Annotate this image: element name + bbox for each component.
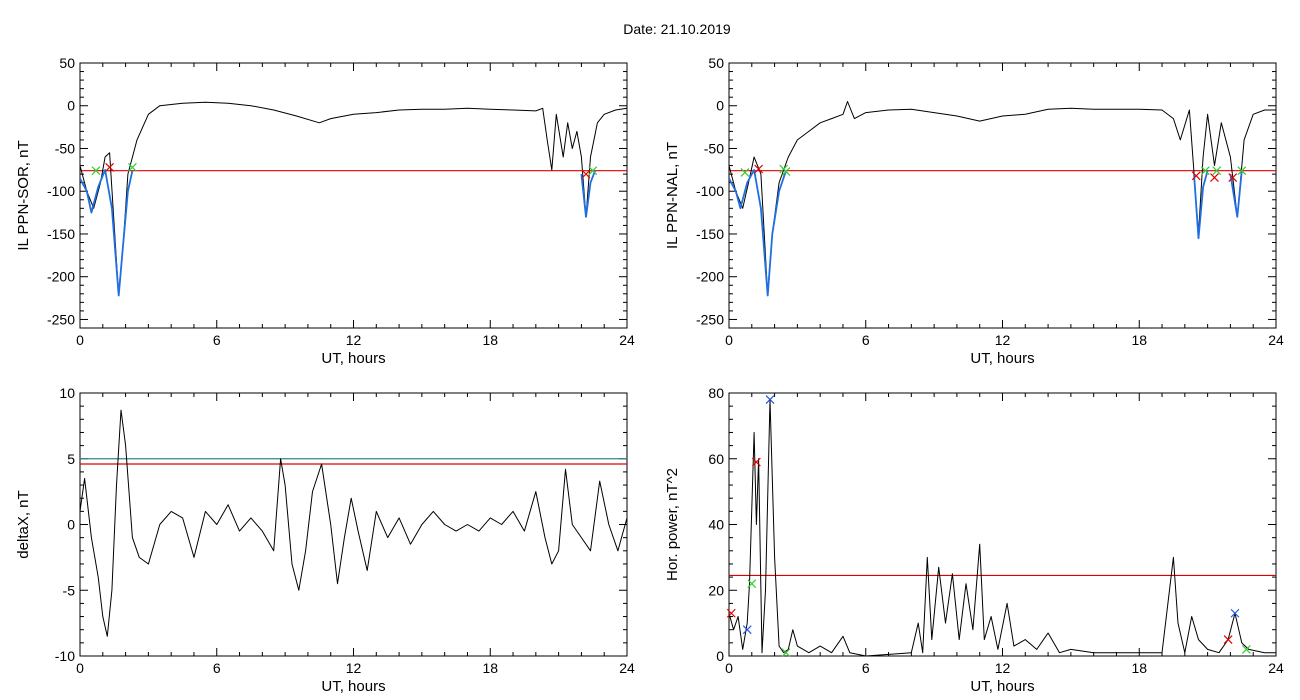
series-line-blue-1 [80, 169, 134, 297]
marker-red [105, 162, 115, 172]
series-line-black-0 [80, 409, 627, 637]
y-tick-label: -200 [696, 269, 724, 285]
plot-frame [728, 392, 1277, 657]
x-tick-label: 0 [725, 660, 733, 676]
x-tick-label: 24 [1268, 660, 1284, 676]
marker-green [1200, 166, 1210, 176]
y-tick-label: -250 [47, 311, 75, 327]
marker-blue [1230, 608, 1240, 618]
marker-red [751, 457, 761, 467]
marker-green [781, 648, 791, 658]
marker-green [747, 579, 757, 589]
y-tick-label: -5 [63, 582, 76, 598]
marker-green [740, 167, 750, 177]
y-tick-label: 80 [708, 385, 724, 401]
y-tick-label: -50 [55, 140, 75, 156]
x-tick-label: 12 [995, 332, 1011, 348]
x-tick-label: 24 [619, 660, 635, 676]
plot-area [80, 409, 627, 637]
series-line-blue-3 [1229, 170, 1243, 218]
y-axis-label: Hor. power, nT^2 [664, 468, 681, 581]
x-tick-label: 18 [482, 660, 498, 676]
x-tick-label: 12 [995, 660, 1011, 676]
x-tick-label: 18 [482, 332, 498, 348]
marker-red [1223, 635, 1233, 644]
marker-blue [765, 395, 775, 404]
series-line-blue-1 [729, 169, 787, 297]
y-tick-label: 0 [716, 98, 724, 114]
panel-deltax: 0 6 12 18 24 -10 -5 0 5 10 UT, hours deltaX, nT [15, 385, 635, 695]
y-tick-label: 40 [708, 517, 724, 533]
x-tick-label: 24 [619, 332, 635, 348]
series-line-black-0 [729, 101, 1276, 296]
series-line-blue-2 [1193, 170, 1209, 240]
x-tick-label: 0 [725, 332, 733, 348]
y-tick-label: 50 [59, 55, 75, 71]
x-axis-label: UT, hours [321, 350, 385, 367]
y-tick-label: 0 [67, 517, 75, 533]
series-line-black-0 [80, 101, 627, 296]
plot-area [729, 101, 1276, 297]
marker-green [1212, 166, 1222, 176]
panel-nal: 0 6 12 18 24 -250 -200 -150 -100 -50 0 50 UT, hours I… [664, 55, 1284, 367]
marker-green [781, 167, 791, 176]
marker-red [754, 164, 764, 174]
y-tick-label: -250 [696, 311, 724, 327]
marker-green [1241, 645, 1251, 654]
marker-green [588, 166, 598, 176]
y-axis-label: IL PPN-NAL, nT [664, 142, 681, 249]
y-tick-label: 0 [716, 648, 724, 664]
y-tick-label: -100 [47, 183, 75, 199]
y-axis-label: IL PPN-SOR, nT [15, 140, 32, 250]
y-tick-label: -50 [704, 140, 724, 156]
marker-green [127, 162, 137, 172]
figure-title: Date: 21.10.2019 [623, 21, 731, 37]
plot-area [80, 101, 627, 297]
x-tick-label: 18 [1131, 660, 1147, 676]
x-tick-label: 6 [213, 332, 221, 348]
series-line-black-0 [729, 399, 1276, 656]
y-tick-label: -150 [696, 226, 724, 242]
x-axis-label: UT, hours [970, 678, 1034, 695]
y-tick-label: 5 [67, 451, 75, 467]
panel-power: 0 6 12 18 24 0 20 40 60 80 UT, hours Hor. power, nT… [664, 385, 1284, 695]
x-tick-label: 18 [1131, 332, 1147, 348]
marker-red [1210, 173, 1219, 182]
plot-frame [728, 62, 1277, 329]
y-tick-label: -100 [696, 183, 724, 199]
x-tick-label: 12 [346, 332, 362, 348]
plot-frame [79, 62, 628, 329]
x-tick-label: 6 [862, 332, 870, 348]
y-tick-label: 20 [708, 582, 724, 598]
y-tick-label: 50 [708, 55, 724, 71]
y-axis-label: deltaX, nT [15, 490, 32, 558]
series-line-blue-2 [580, 170, 596, 218]
marker-red [726, 608, 736, 618]
x-tick-label: 12 [346, 660, 362, 676]
marker-green [1237, 166, 1247, 176]
marker-red [1228, 173, 1238, 182]
panel-sor: 0 6 12 18 24 -250 -200 -150 -100 -50 0 50 UT, hours I… [15, 55, 635, 367]
y-tick-label: 60 [708, 451, 724, 467]
y-tick-label: -200 [47, 269, 75, 285]
x-tick-label: 0 [76, 332, 84, 348]
x-tick-label: 24 [1268, 332, 1284, 348]
x-axis-label: UT, hours [970, 350, 1034, 367]
marker-red [1191, 171, 1201, 181]
plot-frame [79, 392, 628, 657]
y-tick-label: 10 [59, 385, 75, 401]
x-axis-label: UT, hours [321, 678, 385, 695]
marker-blue [742, 625, 752, 635]
plot-area [729, 399, 1276, 656]
marker-red [581, 169, 591, 179]
x-tick-label: 6 [862, 660, 870, 676]
y-tick-label: -150 [47, 226, 75, 242]
x-tick-label: 0 [76, 660, 84, 676]
x-tick-label: 6 [213, 660, 221, 676]
y-tick-label: -10 [55, 648, 75, 664]
marker-green [91, 166, 101, 176]
y-tick-label: 0 [67, 98, 75, 114]
